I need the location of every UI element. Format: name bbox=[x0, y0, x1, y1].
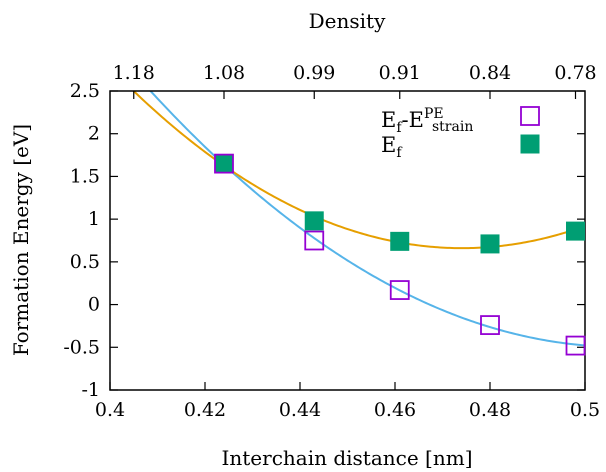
top-axis-title: Density bbox=[309, 9, 386, 33]
plot-border bbox=[109, 90, 586, 391]
x-tick-label: 0.5 bbox=[570, 399, 600, 421]
filled-square-point bbox=[480, 234, 500, 254]
open-square-point bbox=[565, 335, 586, 356]
y-tick-label: 1.5 bbox=[70, 165, 100, 187]
open-square-point bbox=[480, 315, 500, 335]
fit-curve-2 bbox=[132, 91, 585, 250]
open-square-point bbox=[304, 230, 325, 251]
plot-frame bbox=[109, 90, 586, 391]
open-square-point bbox=[214, 153, 234, 174]
y-tick-label: -0.5 bbox=[63, 336, 100, 358]
filled-square-point bbox=[214, 154, 234, 174]
legend-swatch-1 bbox=[520, 106, 540, 126]
x-tick-label: 0.42 bbox=[184, 399, 226, 421]
filled-square-point bbox=[566, 221, 585, 241]
legend-label-2: Ef bbox=[381, 133, 403, 161]
legend-label-1-sub: strain bbox=[432, 119, 473, 135]
top-tick-label: 0.78 bbox=[554, 62, 596, 84]
y-tick-label: -1 bbox=[81, 379, 100, 401]
y-tick-label: 0.5 bbox=[70, 251, 100, 273]
legend-label-1: Ef-EPE bbox=[381, 106, 444, 136]
fit-curve-1 bbox=[149, 91, 585, 347]
filled-square-point bbox=[390, 231, 410, 251]
x-tick-label: 0.44 bbox=[279, 399, 321, 421]
y-tick-label: 1 bbox=[88, 208, 100, 230]
x-axis-title: Interchain distance [nm] bbox=[221, 446, 472, 470]
y-tick-label: 2.5 bbox=[70, 80, 100, 102]
top-tick-label: 1.08 bbox=[203, 62, 245, 84]
y-axis-title: Formation Energy [eV] bbox=[9, 124, 33, 356]
open-square-point bbox=[389, 280, 410, 300]
x-tick-label: 0.46 bbox=[374, 399, 416, 421]
top-tick-label: 0.84 bbox=[469, 62, 511, 84]
data-points bbox=[214, 153, 586, 356]
top-tick-label: 1.18 bbox=[113, 62, 155, 84]
x-tick-label: 0.4 bbox=[95, 399, 125, 421]
axis-ticks: 0.4 0.42 0.44 0.46 0.48 0.5 -1 -0.5 0 0.5 1 1.5 2 2.5… bbox=[63, 62, 600, 421]
filled-square-point bbox=[304, 211, 324, 231]
top-tick-label: 0.91 bbox=[379, 62, 421, 84]
fit-curves bbox=[132, 91, 585, 347]
y-tick-label: 0 bbox=[88, 294, 100, 316]
x-tick-label: 0.48 bbox=[469, 399, 511, 421]
top-tick-label: 0.99 bbox=[293, 62, 335, 84]
y-tick-label: 2 bbox=[88, 123, 100, 145]
legend-swatch-2 bbox=[520, 134, 540, 154]
